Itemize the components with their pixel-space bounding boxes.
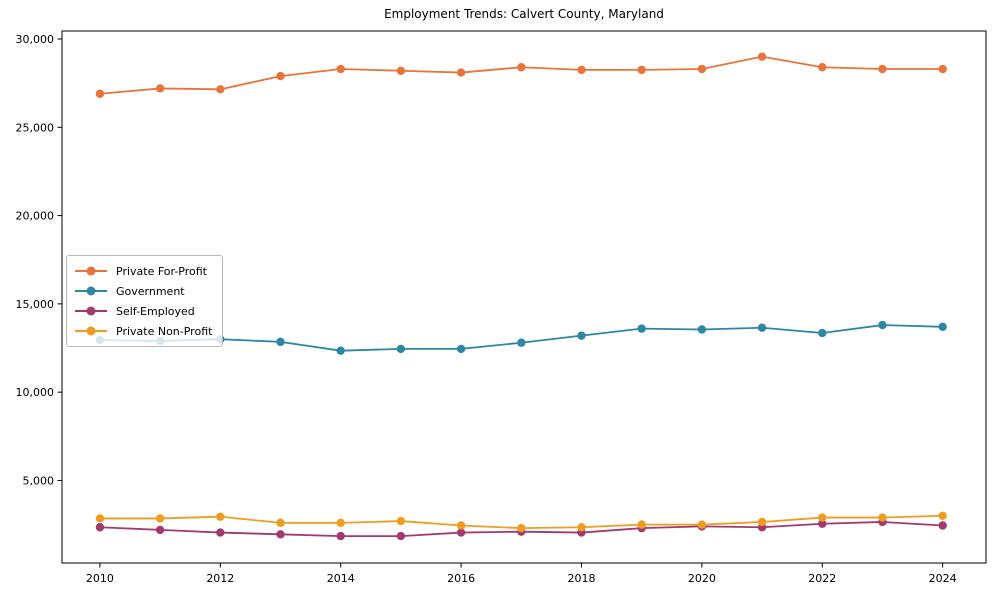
legend-item-private-for-profit: Private For-Profit xyxy=(75,261,212,281)
data-point-marker xyxy=(818,519,827,528)
data-point-marker xyxy=(336,346,345,355)
data-point-marker xyxy=(95,523,105,532)
data-point-marker xyxy=(155,525,165,535)
legend-label: Private For-Profit xyxy=(116,264,207,278)
data-point-marker xyxy=(276,71,285,81)
series-line xyxy=(99,55,943,95)
data-point-marker xyxy=(276,337,285,347)
legend-label: Government xyxy=(116,284,185,298)
y-tick-label: 25,000 xyxy=(16,121,55,134)
line-marker-icon xyxy=(75,326,107,336)
x-tick-label: 2022 xyxy=(808,572,836,585)
data-point-marker xyxy=(637,324,646,333)
x-tick-label: 2020 xyxy=(688,572,716,585)
legend-label: Private Non-Profit xyxy=(116,324,213,338)
legend-item-government: Government xyxy=(75,281,212,301)
data-point-marker xyxy=(938,511,947,520)
data-point-marker xyxy=(216,512,225,521)
data-point-marker xyxy=(336,518,345,528)
data-point-marker xyxy=(456,68,466,77)
data-point-marker xyxy=(456,344,466,354)
data-point-marker xyxy=(938,322,947,332)
data-point-marker xyxy=(336,531,345,541)
y-tick-label: 15,000 xyxy=(16,298,55,311)
data-point-marker xyxy=(938,64,947,74)
data-point-marker xyxy=(95,89,105,98)
data-point-marker xyxy=(396,66,406,75)
data-point-marker xyxy=(216,528,225,537)
x-tick-label: 2012 xyxy=(206,572,234,585)
x-tick-label: 2018 xyxy=(567,572,595,585)
data-point-marker xyxy=(155,514,165,523)
data-point-marker xyxy=(456,528,466,537)
data-point-marker xyxy=(878,320,887,330)
data-point-marker xyxy=(95,514,105,523)
data-point-marker xyxy=(878,513,887,522)
data-point-marker xyxy=(396,344,406,354)
chart-legend: Private For-Profit Government Self-Emplo… xyxy=(66,255,224,347)
y-tick-label: 20,000 xyxy=(16,210,55,223)
data-point-marker xyxy=(878,64,887,74)
data-point-marker xyxy=(818,513,827,522)
data-point-marker xyxy=(155,84,165,93)
legend-label: Self-Employed xyxy=(116,304,195,318)
y-tick-label: 10,000 xyxy=(16,386,55,399)
line-marker-icon xyxy=(75,286,107,296)
data-point-marker xyxy=(757,323,767,332)
data-point-marker xyxy=(517,338,526,347)
data-point-marker xyxy=(336,64,345,74)
line-marker-icon xyxy=(75,266,107,276)
chart-title: Employment Trends: Calvert County, Maryl… xyxy=(384,7,664,21)
y-tick-label: 30,000 xyxy=(16,33,55,46)
x-tick-label: 2014 xyxy=(327,572,355,585)
data-point-marker xyxy=(818,63,827,72)
data-point-marker xyxy=(396,531,406,541)
data-point-marker xyxy=(697,520,707,529)
y-tick-label: 5,000 xyxy=(23,474,55,487)
data-point-marker xyxy=(517,523,526,533)
plot-border xyxy=(61,30,987,564)
legend-item-private-non-profit: Private Non-Profit xyxy=(75,321,212,341)
x-tick-label: 2010 xyxy=(86,572,114,585)
legend-item-self-employed: Self-Employed xyxy=(75,301,212,321)
data-point-marker xyxy=(396,516,406,526)
data-point-marker xyxy=(456,521,466,530)
x-tick-label: 2016 xyxy=(447,572,475,585)
data-point-marker xyxy=(757,517,767,527)
data-point-marker xyxy=(938,521,947,530)
series-government xyxy=(95,320,947,355)
x-tick-label: 2024 xyxy=(929,572,957,585)
data-point-marker xyxy=(276,518,285,528)
series-private-for-profit xyxy=(95,52,947,98)
data-point-marker xyxy=(577,331,586,340)
data-point-marker xyxy=(757,52,767,61)
data-point-marker xyxy=(577,523,586,532)
data-point-marker xyxy=(276,530,285,539)
data-point-marker xyxy=(637,65,646,75)
data-point-marker xyxy=(818,328,827,338)
data-point-marker xyxy=(697,64,707,74)
data-point-marker xyxy=(517,63,526,72)
series-private-non-profit xyxy=(95,511,947,533)
line-marker-icon xyxy=(75,306,107,316)
data-point-marker xyxy=(216,85,225,94)
data-point-marker xyxy=(577,65,586,75)
axes: 5,000 10,000 15,000 20,000 25,000 30,000 2010 2… xyxy=(16,30,987,585)
data-point-marker xyxy=(637,520,646,529)
data-point-marker xyxy=(697,325,707,334)
